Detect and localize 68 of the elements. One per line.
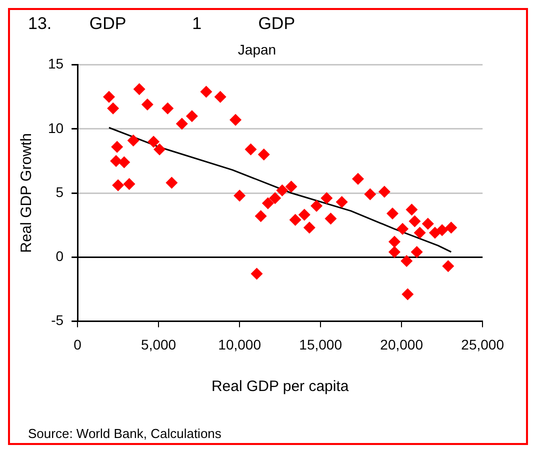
x-axis-title: Real GDP per capita [211, 378, 350, 396]
point [289, 214, 302, 226]
point [408, 215, 421, 228]
point [107, 102, 120, 114]
point [388, 236, 400, 248]
point [269, 192, 282, 204]
y-tick-label: 10 [48, 120, 64, 136]
point [148, 136, 160, 148]
point [186, 110, 198, 122]
point [254, 210, 267, 222]
y-axis-title: Real GDP Growth [18, 133, 36, 253]
y-tick-label: 15 [48, 56, 64, 72]
point [422, 218, 434, 230]
point [400, 254, 413, 267]
y-tick-label: -5 [51, 312, 64, 328]
point [110, 154, 122, 167]
x-tick-label: 5,000 [141, 336, 176, 352]
point [258, 148, 270, 161]
point [320, 192, 333, 204]
point [262, 197, 274, 210]
point [166, 176, 178, 189]
point [396, 222, 409, 235]
x-tick-label: 15,000 [299, 336, 342, 352]
point [123, 178, 136, 190]
y-tick-label: 5 [56, 184, 64, 200]
chart-title: Japan [238, 41, 276, 58]
point [352, 172, 364, 185]
x-tick-label: 20,000 [380, 336, 424, 352]
point [250, 268, 263, 280]
point [402, 288, 414, 300]
point [133, 83, 146, 96]
point [162, 102, 174, 114]
point [364, 188, 376, 200]
point [141, 98, 154, 111]
point [414, 226, 426, 239]
point [111, 140, 124, 153]
point [336, 196, 348, 208]
point [244, 143, 257, 156]
point [386, 208, 399, 220]
point [406, 204, 418, 216]
point [378, 186, 390, 198]
point [214, 90, 226, 103]
point [285, 180, 298, 193]
point [436, 224, 448, 236]
point [200, 86, 212, 98]
point [127, 134, 140, 146]
y-tick-label: 0 [56, 248, 64, 264]
point [176, 118, 188, 130]
source-note: Source: World Bank, Calculations [28, 426, 222, 441]
point [112, 179, 124, 192]
point [154, 143, 166, 156]
point [234, 190, 246, 202]
point [230, 114, 242, 126]
point [388, 246, 400, 258]
point [276, 184, 288, 196]
point [103, 90, 115, 103]
point [410, 246, 423, 258]
chart-subtitle: 13. GDP 1 GDP [28, 14, 296, 34]
point [310, 200, 323, 212]
point [442, 260, 454, 272]
x-tick-label: 25,000 [461, 336, 504, 352]
point [324, 212, 337, 225]
point [445, 222, 458, 234]
x-tick-label: 10,000 [218, 336, 262, 352]
point [118, 156, 130, 168]
point [298, 208, 310, 221]
point [303, 222, 316, 234]
x-tick-label: 0 [74, 336, 82, 352]
